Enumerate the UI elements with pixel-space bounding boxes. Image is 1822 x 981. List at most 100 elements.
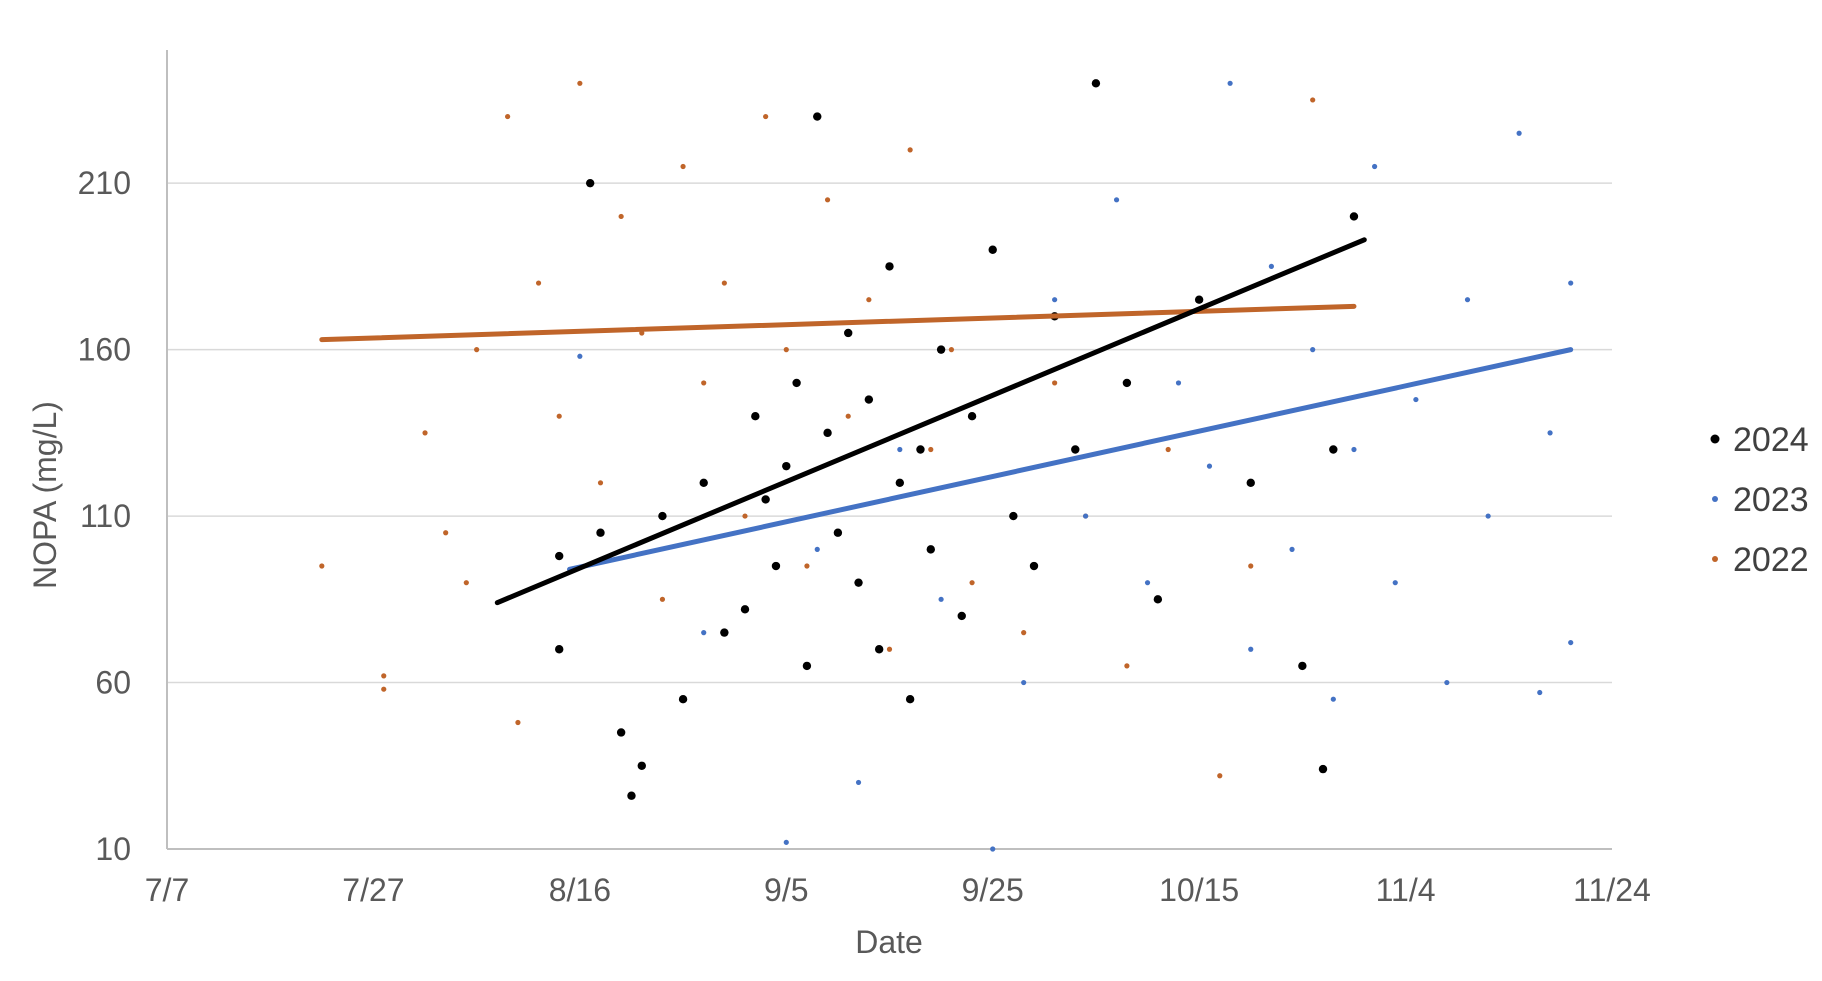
data-point-2024: [555, 645, 564, 654]
data-point-2024: [864, 395, 874, 404]
data-point-2022: [1052, 380, 1058, 386]
data-point-2022: [1310, 97, 1316, 103]
data-point-2022: [319, 563, 325, 569]
data-point-2023: [1052, 297, 1058, 303]
trendlines: [319, 237, 1574, 606]
data-point-2022: [1124, 663, 1130, 669]
data-point-2023: [814, 546, 820, 552]
data-point-2024: [658, 511, 667, 521]
data-point-2024: [1071, 445, 1080, 454]
x-tick-label: 7/27: [342, 872, 404, 908]
data-point-2023: [1330, 696, 1336, 702]
data-point-2024: [1349, 212, 1359, 221]
data-point-2023: [1083, 513, 1089, 519]
y-tick-label: 160: [78, 332, 131, 368]
data-point-2024: [1029, 561, 1039, 571]
data-point-2023: [1206, 463, 1213, 469]
data-point-2022: [443, 530, 449, 536]
data-point-2022: [1217, 773, 1223, 779]
data-point-2023: [1568, 280, 1574, 286]
trendline-2022: [319, 303, 1357, 343]
series-2022-points: [319, 80, 1316, 779]
y-tick-label: 60: [95, 665, 131, 701]
data-point-2022: [515, 719, 521, 726]
data-point-2024: [616, 728, 626, 737]
data-point-2023: [1113, 197, 1120, 203]
x-tick-label: 11/4: [1376, 872, 1436, 908]
data-point-2023: [1444, 679, 1450, 686]
data-point-2024: [678, 694, 688, 704]
x-tick-label: 11/24: [1573, 872, 1651, 908]
data-point-2024: [627, 791, 636, 800]
data-point-2023: [1568, 639, 1574, 646]
data-point-2023: [855, 779, 862, 786]
data-point-2022: [763, 113, 769, 120]
data-point-2024: [555, 551, 564, 561]
x-tick-label: 9/25: [962, 872, 1024, 908]
data-point-2024: [936, 345, 946, 354]
data-point-2024: [957, 611, 966, 621]
data-point-2024: [720, 628, 729, 637]
data-point-2024: [751, 412, 760, 421]
data-point-2024: [1318, 764, 1328, 774]
data-point-2024: [874, 645, 884, 654]
data-point-2024: [895, 478, 905, 487]
y-axis-title: NOPA (mg/L): [27, 401, 63, 589]
data-point-2024: [802, 661, 812, 671]
data-point-2024: [699, 478, 708, 487]
data-point-2024: [1153, 595, 1163, 604]
data-point-2023: [1485, 513, 1491, 519]
data-point-2022: [907, 147, 913, 153]
data-point-2024: [813, 112, 822, 121]
data-point-2023: [1537, 689, 1543, 696]
data-point-2024: [761, 495, 770, 504]
data-point-2022: [381, 673, 387, 679]
data-point-2023: [1547, 430, 1553, 436]
data-point-2023: [1021, 679, 1027, 686]
data-point-2023: [1289, 546, 1295, 552]
data-point-2022: [381, 686, 387, 692]
data-point-2022: [474, 347, 480, 353]
tick-labels: 10 60 110 160 210 7/7 7/27 8/16 9/5 9/25 10/15 11/4…: [78, 165, 1651, 908]
series-2023-points: [577, 80, 1574, 852]
legend-label-2023: 2023: [1733, 481, 1809, 519]
data-point-2024: [771, 561, 781, 571]
data-point-2023: [1248, 646, 1254, 652]
data-point-2022: [721, 280, 727, 286]
data-point-2022: [556, 413, 562, 419]
data-point-2022: [948, 347, 955, 353]
trendline-2024: [494, 237, 1367, 606]
data-point-2022: [659, 596, 666, 602]
data-point-2023: [577, 353, 583, 359]
data-point-2024: [740, 605, 750, 614]
y-tick-label: 10: [95, 831, 131, 867]
legend-marker-2024: [1710, 434, 1720, 444]
data-point-2022: [866, 297, 872, 303]
data-point-2024: [833, 528, 843, 537]
series-2024-points: [555, 79, 1359, 800]
data-point-2023: [783, 839, 789, 845]
legend: 2024 2023 2022: [1710, 421, 1809, 579]
data-point-2024: [585, 178, 595, 188]
data-point-2023: [1310, 347, 1316, 353]
data-point-2024: [1246, 478, 1255, 487]
legend-marker-2023: [1712, 496, 1718, 502]
data-point-2024: [1091, 79, 1101, 88]
legend-label-2022: 2022: [1733, 541, 1809, 579]
data-point-2023: [1351, 446, 1357, 453]
data-point-2024: [1009, 511, 1018, 521]
data-point-2023: [897, 446, 903, 453]
data-point-2024: [844, 328, 853, 338]
data-point-2024: [823, 428, 832, 438]
data-point-2022: [535, 280, 542, 286]
data-point-2023: [990, 846, 996, 852]
data-point-2022: [1165, 446, 1171, 453]
data-point-2022: [742, 513, 748, 519]
trendline-2023: [567, 347, 1574, 572]
data-point-2022: [845, 413, 851, 419]
data-point-2024: [988, 245, 997, 254]
data-point-2024: [792, 378, 801, 388]
data-point-2023: [1144, 580, 1151, 586]
x-tick-label: 9/5: [764, 872, 808, 908]
data-point-2023: [701, 630, 707, 636]
